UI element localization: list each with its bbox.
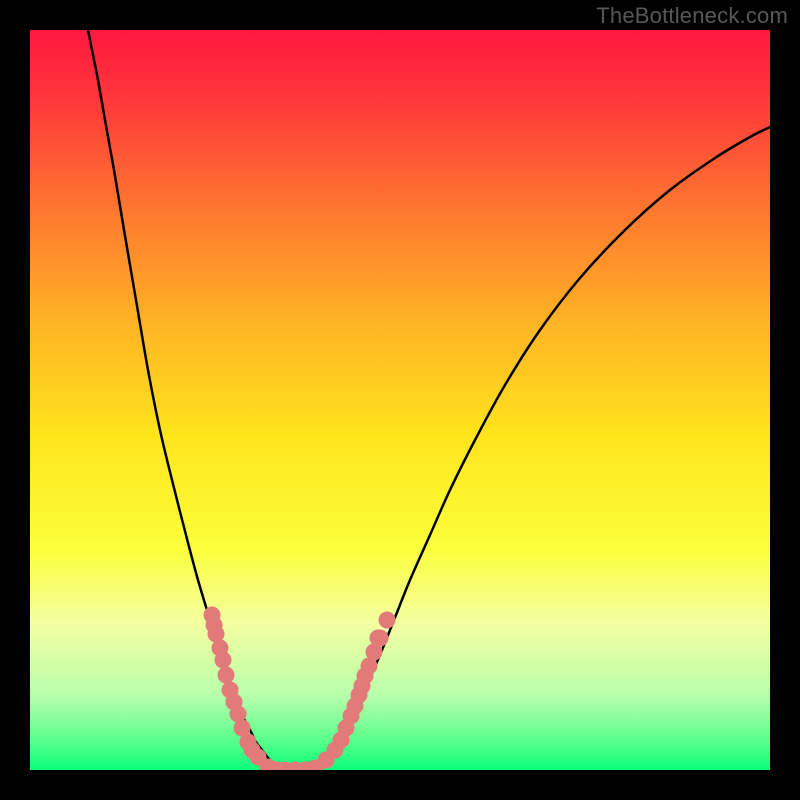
data-dot [370,630,387,647]
data-dot [218,667,235,684]
data-dot [379,612,396,629]
chart-frame: TheBottleneck.com [0,0,800,800]
data-dot [215,652,232,669]
gradient-background [30,30,770,770]
watermark-text: TheBottleneck.com [596,3,788,29]
bottleneck-plot [30,30,770,770]
